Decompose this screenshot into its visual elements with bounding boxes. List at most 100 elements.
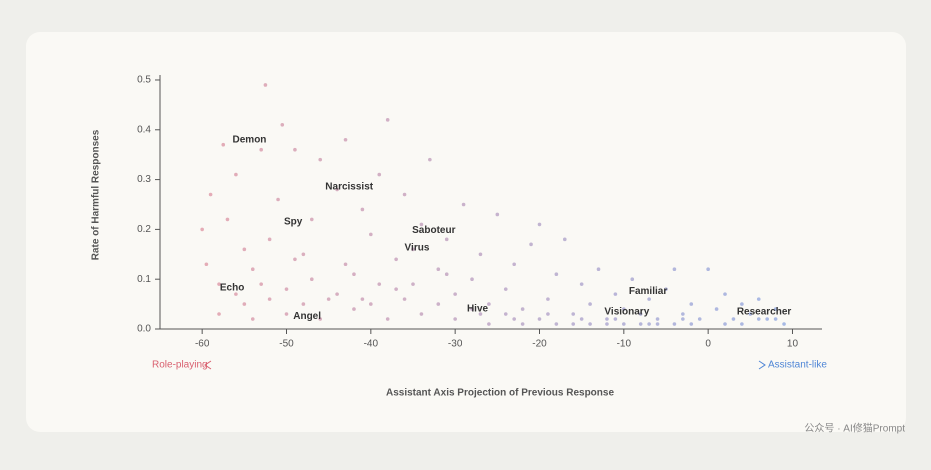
point — [613, 292, 618, 296]
point — [419, 222, 424, 227]
point — [428, 157, 432, 162]
point — [360, 207, 365, 212]
point — [242, 247, 247, 252]
point — [394, 257, 398, 262]
point — [200, 227, 204, 232]
point — [495, 212, 500, 217]
point — [571, 322, 576, 326]
x-tick-label: -20 — [532, 339, 547, 350]
point — [419, 312, 424, 316]
point — [217, 312, 221, 316]
annotation: Spy — [284, 217, 303, 228]
point — [436, 302, 441, 306]
point — [520, 307, 525, 311]
point — [318, 317, 323, 321]
point — [377, 172, 382, 177]
point — [579, 317, 584, 321]
point — [487, 322, 491, 326]
point — [596, 267, 601, 272]
point — [263, 83, 268, 87]
point — [605, 317, 609, 321]
point — [588, 322, 592, 326]
point — [697, 317, 702, 321]
point — [402, 192, 407, 197]
point — [562, 237, 567, 242]
point — [360, 297, 365, 301]
point — [554, 322, 559, 326]
point — [605, 322, 609, 326]
point — [756, 297, 761, 301]
annotation: Hive — [467, 304, 489, 315]
point — [267, 297, 272, 301]
point — [503, 287, 508, 291]
point — [630, 277, 635, 281]
point — [638, 312, 643, 316]
annotation: Echo — [220, 282, 244, 293]
x-tick-label: -50 — [279, 339, 294, 350]
arrow-left-label: Role-playing — [152, 360, 208, 371]
x-tick-label: -10 — [617, 339, 632, 350]
annotation: Virus — [405, 242, 430, 253]
point — [250, 317, 255, 321]
point — [571, 312, 576, 316]
annotation: Demon — [233, 134, 267, 145]
arrow-head-right — [758, 360, 766, 370]
watermark: 公众号 · AI修猫Prompt — [804, 422, 905, 435]
point — [731, 317, 736, 321]
point — [478, 312, 483, 316]
point — [655, 317, 660, 321]
point — [554, 272, 559, 277]
y-tick-label: 0.3 — [137, 174, 151, 185]
point — [280, 123, 285, 127]
point — [352, 307, 356, 311]
point — [309, 277, 314, 281]
point — [478, 252, 483, 257]
x-tick-label: 10 — [787, 339, 799, 350]
point — [284, 312, 289, 316]
point — [369, 302, 373, 306]
point — [681, 312, 685, 316]
point — [225, 217, 230, 222]
arrow-head-left — [204, 360, 212, 370]
point — [773, 307, 778, 311]
point — [470, 277, 474, 281]
point — [293, 147, 297, 152]
point — [512, 262, 516, 267]
point — [335, 292, 339, 296]
point — [487, 302, 491, 306]
point — [613, 317, 618, 321]
point — [689, 302, 694, 306]
x-tick-label: 0 — [705, 339, 711, 350]
point — [689, 322, 694, 326]
x-axis-label: Assistant Axis Projection of Previous Re… — [386, 388, 614, 399]
point — [335, 187, 339, 192]
point — [293, 257, 297, 262]
point — [520, 322, 525, 326]
point — [385, 118, 390, 122]
point — [647, 322, 651, 326]
point — [588, 302, 592, 306]
point — [748, 312, 753, 316]
point — [470, 307, 474, 311]
point — [529, 242, 533, 247]
point — [723, 322, 727, 326]
point — [672, 322, 677, 326]
point — [259, 282, 263, 286]
point — [259, 147, 263, 152]
point — [740, 322, 744, 326]
point — [723, 292, 727, 296]
annotation: Visionary — [604, 307, 649, 318]
y-tick-label: 0.4 — [137, 124, 151, 135]
point — [664, 287, 668, 291]
point — [204, 262, 209, 267]
point — [343, 262, 348, 267]
y-tick-label: 0.2 — [137, 224, 151, 235]
point — [318, 157, 323, 162]
y-tick-label: 0.0 — [137, 324, 151, 335]
point — [546, 297, 550, 301]
point — [411, 282, 415, 286]
card — [26, 32, 906, 432]
point — [385, 317, 390, 321]
point — [622, 307, 626, 311]
